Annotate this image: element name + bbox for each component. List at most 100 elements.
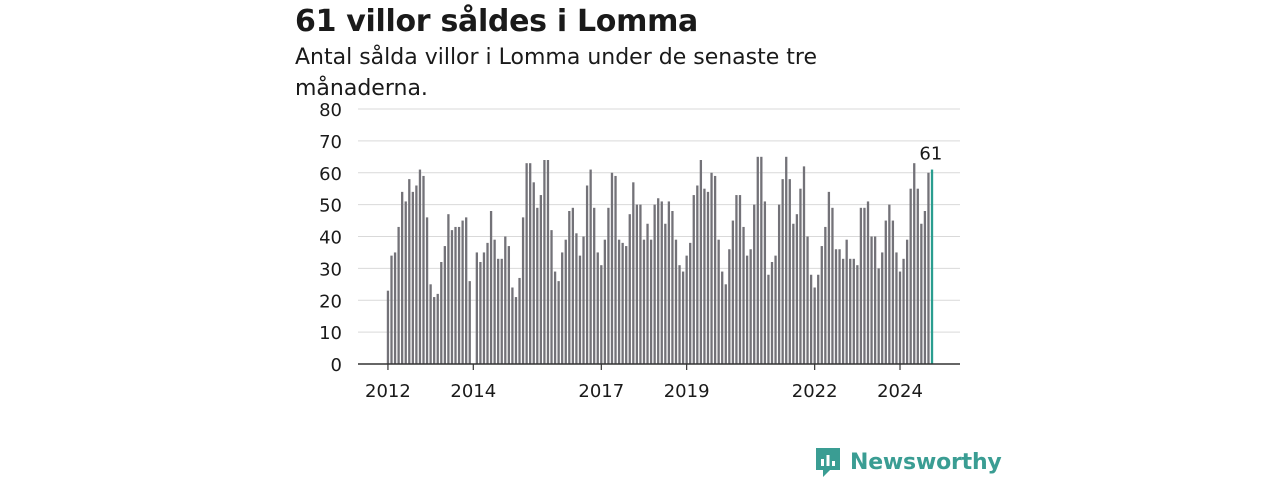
bar (489, 211, 493, 364)
bar (710, 172, 713, 364)
bar (628, 214, 631, 364)
bar (511, 287, 514, 364)
bar (529, 163, 532, 364)
bar (457, 226, 461, 364)
bar (820, 246, 823, 364)
bar (763, 201, 767, 364)
bar (735, 195, 738, 364)
bar (664, 223, 667, 364)
bar (827, 191, 831, 364)
bar (653, 204, 656, 364)
bar (753, 204, 756, 364)
bar (667, 201, 671, 364)
bar (881, 252, 884, 364)
bar (397, 226, 400, 364)
bar (877, 268, 880, 364)
bar (884, 220, 887, 364)
bar (571, 207, 575, 364)
bar (824, 226, 827, 364)
bar (564, 239, 567, 364)
bar (610, 172, 614, 364)
bar (770, 262, 774, 364)
bar (799, 188, 802, 364)
bar (920, 223, 923, 364)
y-tick-label: 0 (331, 355, 342, 376)
bar (802, 166, 806, 364)
highlight-value-label: 61 (919, 144, 942, 165)
bar (909, 188, 912, 364)
bar (575, 233, 578, 364)
bar (898, 271, 902, 364)
bar (553, 271, 557, 364)
bar (521, 217, 525, 364)
bar (450, 230, 454, 364)
bar (596, 252, 599, 364)
bar (760, 156, 763, 364)
newsworthy-logo-icon (816, 448, 840, 477)
bar (678, 265, 681, 364)
bar (831, 207, 834, 364)
bar (621, 242, 624, 364)
bar (774, 255, 777, 364)
bar (777, 204, 781, 364)
y-tick-label: 80 (319, 100, 342, 121)
bar (706, 191, 710, 364)
bar (578, 255, 582, 364)
bar (913, 163, 916, 364)
bar (475, 252, 478, 364)
bar (696, 185, 699, 364)
bar (671, 211, 674, 364)
bar (625, 246, 628, 364)
bar (404, 201, 407, 364)
x-tick-label: 2014 (450, 381, 496, 402)
y-tick-label: 70 (319, 132, 342, 153)
x-tick-label: 2024 (877, 381, 923, 402)
bar (756, 156, 759, 364)
bar (674, 239, 678, 364)
bar (849, 258, 852, 364)
y-tick-label: 30 (319, 259, 342, 280)
bar (386, 290, 390, 364)
bar (468, 281, 471, 364)
bar (813, 287, 816, 364)
bar (785, 156, 788, 364)
bar (809, 274, 813, 364)
bar (795, 214, 799, 364)
bar (728, 249, 731, 364)
bar (699, 160, 703, 364)
bar (557, 281, 560, 364)
brand-name: Newsworthy (850, 449, 1002, 475)
bar (692, 195, 695, 364)
bar (681, 271, 685, 364)
bar (838, 249, 841, 364)
bar (749, 249, 752, 364)
bar (408, 179, 411, 364)
bar (543, 160, 546, 364)
bar (518, 277, 521, 364)
bar (390, 255, 393, 364)
bar (845, 239, 848, 364)
bar (660, 201, 663, 364)
bar (891, 220, 895, 364)
bar (873, 236, 877, 364)
bar (500, 258, 503, 364)
bar (856, 265, 859, 364)
bar (525, 163, 528, 364)
bar (415, 185, 418, 364)
bar (646, 223, 649, 364)
bar (721, 271, 724, 364)
bar (916, 188, 919, 364)
bar (902, 258, 905, 364)
bar (607, 207, 610, 364)
bar (731, 220, 735, 364)
bar (497, 258, 500, 364)
bar (905, 239, 909, 364)
bar (507, 246, 511, 364)
y-tick-label: 20 (319, 291, 342, 312)
x-tick-label: 2012 (365, 381, 411, 402)
bar (493, 239, 496, 364)
bar (561, 252, 564, 364)
x-tick-label: 2019 (664, 381, 710, 402)
bar (685, 255, 688, 364)
